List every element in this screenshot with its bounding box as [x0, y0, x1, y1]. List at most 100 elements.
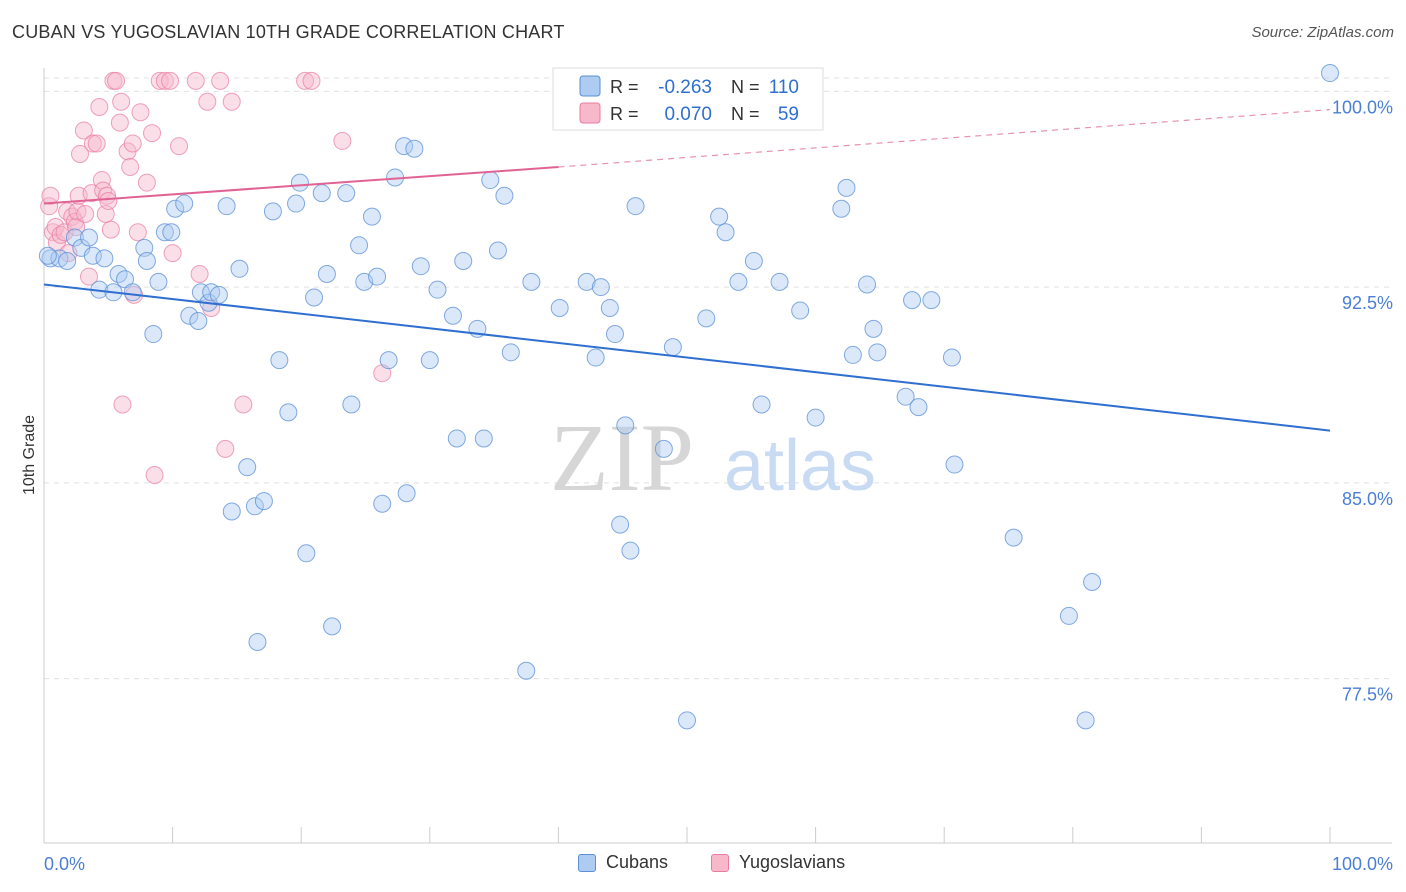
cubans-point [488, 241, 507, 260]
cubans-point [80, 228, 99, 247]
cubans-point [791, 301, 810, 320]
cubans-point [837, 178, 856, 197]
watermark-zip: ZIP [550, 404, 694, 511]
legend-top: R = -0.263 N = 110 R = 0.070 N = 59 [552, 67, 824, 131]
yugoslavians-point [107, 71, 126, 90]
yugoslavians-point [190, 265, 209, 284]
cubans-point [337, 184, 356, 203]
cubans-point [137, 251, 156, 270]
chart-title: CUBAN VS YUGOSLAVIAN 10TH GRADE CORRELAT… [12, 22, 565, 42]
cubans-point [591, 278, 610, 297]
cubans-point [729, 272, 748, 291]
cubans-point [697, 309, 716, 328]
legend-r-value-cubans: -0.263 [658, 77, 712, 98]
cubans-point [626, 197, 645, 216]
cubans-point [65, 228, 84, 247]
legend-n-value-yugoslavians: 59 [778, 104, 799, 125]
legend-bottom: Cubans Yugoslavians [0, 852, 1406, 878]
source-label: Source: ZipAtlas.com [1251, 24, 1394, 41]
cubans-point [248, 633, 267, 652]
legend-label-cubans: Cubans [606, 852, 669, 872]
yugoslavians-point [211, 71, 230, 90]
cubans-point [896, 387, 915, 406]
cubans-point [903, 291, 922, 310]
cubans-point [189, 312, 208, 330]
cubans-point [710, 207, 729, 226]
cubans-point [428, 280, 447, 299]
legend-r-label-yugoslavians: R = [610, 104, 639, 124]
yugoslavians-point [216, 439, 235, 458]
yugoslavians-point [150, 71, 169, 90]
cubans-point [222, 502, 241, 521]
cubans-point [287, 194, 306, 213]
legend-n-value-cubans: 110 [769, 77, 799, 98]
cubans-point [217, 197, 236, 216]
cubans-point [191, 283, 210, 302]
cubans-point [678, 711, 696, 730]
cubans-point [323, 617, 342, 636]
cubans-point [454, 251, 473, 270]
cubans-point [312, 184, 331, 203]
cubans-point [350, 236, 369, 255]
legend-item-cubans: Cubans [578, 852, 668, 873]
legend-item-yugoslavians: Yugoslavians [711, 852, 845, 873]
cubans-point [305, 288, 324, 307]
cubans-point [362, 207, 381, 226]
yugoslavians-point [143, 124, 162, 143]
cubans-point [495, 186, 514, 205]
cubans-point [397, 484, 416, 503]
yugoslavians-point [163, 244, 182, 263]
yugoslavians-point [198, 92, 217, 111]
cubans-point [254, 492, 273, 511]
legend-swatch-yugoslavians [579, 102, 601, 124]
yugoslavians-trend-line-dashed [558, 108, 1331, 168]
cubans-point [474, 429, 493, 448]
cubans-point [270, 351, 289, 370]
cubans-point [858, 275, 877, 294]
cubans-point [600, 298, 619, 317]
cubans-point [577, 272, 596, 291]
cubans-point [443, 306, 462, 325]
trend-lines [43, 108, 1331, 432]
cubans-point [175, 194, 194, 213]
yugoslavians-point [131, 103, 150, 122]
cubans-point [297, 544, 316, 563]
yugoslavians-point [222, 92, 241, 111]
legend-bottom-swatch-cubans [578, 853, 596, 872]
cubans-point [1083, 573, 1102, 591]
cubans-point [1059, 606, 1078, 625]
y-tick-label: 100.0% [1332, 97, 1393, 117]
x-tick-label: 100.0% [1332, 854, 1393, 874]
cubans-point [155, 223, 174, 242]
yugoslavians-point [99, 191, 118, 210]
cubans-points [38, 64, 1339, 730]
cubans-point [621, 541, 640, 560]
yugoslavians-point [90, 97, 109, 116]
yugoslavians-point [296, 71, 315, 90]
cubans-point [864, 319, 883, 338]
yugoslavians-point [113, 395, 132, 414]
y-tick-label: 77.5% [1342, 685, 1393, 705]
cubans-point [868, 343, 887, 362]
yugoslavians-point [112, 92, 131, 111]
cubans-point [263, 202, 282, 221]
legend-r-label-cubans: R = [610, 77, 639, 97]
yugoslavians-point [76, 204, 95, 223]
legend-r-value-yugoslavians: 0.070 [664, 104, 712, 125]
yugoslavians-point [333, 131, 352, 150]
cubans-point [654, 439, 673, 458]
yugoslavians-point [170, 137, 189, 156]
cubans-point [123, 283, 142, 302]
yugoslavians-point [155, 71, 174, 90]
cubans-point [744, 251, 763, 270]
cubans-point [550, 298, 569, 317]
cubans-point [611, 515, 630, 534]
cubans-point [716, 223, 735, 242]
cubans-point [605, 325, 624, 344]
yugoslavians-point [83, 134, 102, 153]
cubans-point [83, 246, 102, 265]
cubans-point [95, 249, 114, 268]
cubans-point [411, 257, 430, 276]
yugoslavians-point [74, 121, 93, 140]
yugoslavians-point [121, 158, 140, 177]
